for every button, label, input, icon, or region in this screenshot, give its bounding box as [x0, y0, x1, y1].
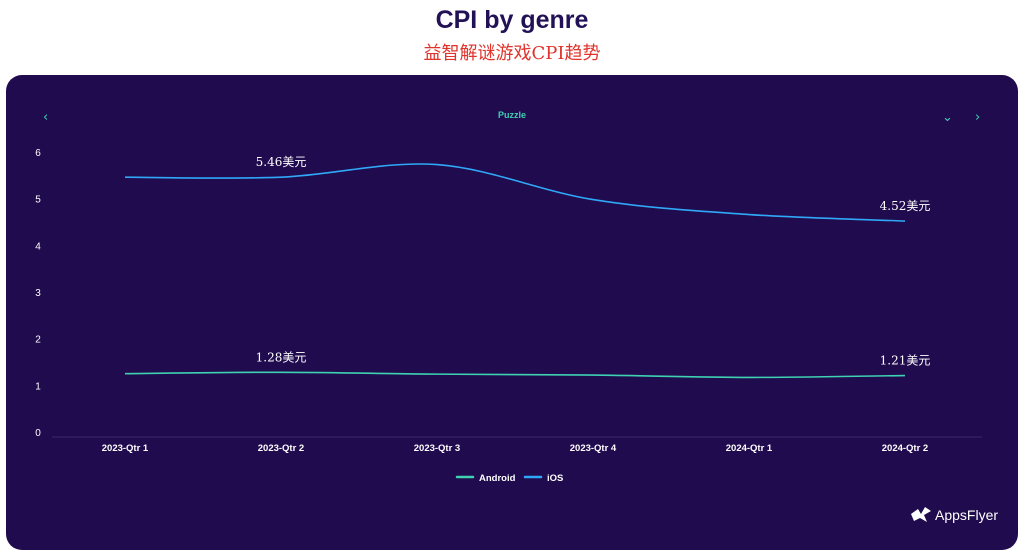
genre-filter-label[interactable]: Puzzle: [497, 110, 526, 120]
data-label: 4.52美元: [880, 199, 931, 213]
x-tick-label: 2023-Qtr 2: [258, 443, 304, 454]
data-label: 1.21美元: [880, 354, 931, 368]
y-tick-label: 1: [35, 381, 41, 392]
y-tick-label: 3: [35, 288, 41, 299]
chevron-down-icon[interactable]: ⌄: [942, 110, 953, 125]
y-tick-label: 4: [35, 241, 41, 252]
brand-name: AppsFlyer: [935, 507, 999, 523]
bird-icon: [911, 507, 931, 522]
x-tick-label: 2023-Qtr 1: [102, 443, 149, 454]
y-tick-label: 2: [35, 335, 41, 346]
legend-label: iOS: [547, 473, 563, 484]
x-tick-label: 2023-Qtr 3: [414, 443, 460, 454]
x-tick-label: 2023-Qtr 4: [570, 443, 617, 454]
y-tick-label: 6: [35, 148, 41, 159]
chart-title: CPI by genre: [435, 6, 589, 34]
y-tick-label: 5: [35, 195, 41, 206]
series-line-ios: [124, 163, 906, 222]
chevron-right-icon[interactable]: ›: [975, 110, 981, 125]
data-label: 5.46美元: [256, 155, 307, 169]
x-tick-label: 2024-Qtr 2: [882, 443, 928, 454]
chart-subtitle: 益智解谜游戏CPI趋势: [423, 43, 601, 64]
chevron-left-icon[interactable]: ‹: [43, 110, 49, 125]
legend-label: Android: [479, 473, 516, 484]
data-label: 1.28美元: [256, 350, 307, 364]
y-tick-label: 0: [35, 428, 41, 439]
chart-panel: [6, 75, 1018, 550]
series-line-android: [124, 371, 906, 379]
appsflyer-logo: AppsFlyer: [910, 506, 998, 524]
x-tick-label: 2024-Qtr 1: [726, 443, 773, 454]
